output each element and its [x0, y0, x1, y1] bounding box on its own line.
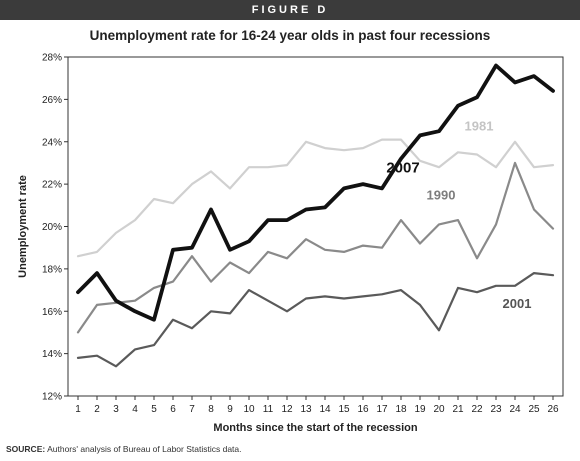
x-tick-label: 2 [94, 404, 100, 415]
x-tick-label: 18 [395, 404, 407, 415]
series-label-1981: 1981 [465, 118, 494, 133]
x-tick-label: 4 [132, 404, 138, 415]
y-tick-label: 26% [42, 95, 62, 106]
series-label-1990: 1990 [427, 187, 456, 202]
x-tick-label: 10 [243, 404, 255, 415]
series-line-1990 [76, 161, 555, 334]
series-line-2007 [76, 63, 555, 322]
series-label-2007: 2007 [386, 160, 419, 177]
series-line-2001 [76, 272, 555, 368]
y-tick-label: 18% [42, 264, 62, 275]
x-tick-label: 7 [189, 404, 195, 415]
y-tick-label: 24% [42, 137, 62, 148]
x-tick-label: 15 [338, 404, 350, 415]
figure-banner: FIGURE D [0, 0, 580, 20]
x-tick-label: 11 [263, 404, 274, 415]
y-tick-label: 12% [42, 392, 62, 403]
x-tick-label: 25 [528, 404, 540, 415]
y-tick-label: 20% [42, 222, 62, 233]
x-tick-label: 12 [281, 404, 293, 415]
y-tick-label: 14% [42, 349, 62, 360]
x-tick-label: 14 [319, 404, 331, 415]
plot-frame [67, 56, 564, 397]
x-tick-label: 22 [471, 404, 483, 415]
source-prefix: SOURCE: [6, 444, 46, 454]
x-tick-label: 23 [490, 404, 502, 415]
y-tick-label: 28% [42, 53, 62, 64]
series-layer [76, 63, 555, 368]
x-tick-label: 9 [227, 404, 233, 415]
x-tick-label: 3 [113, 404, 119, 415]
x-axis-label: Months since the start of the recession [213, 422, 417, 434]
x-tick-label: 17 [376, 404, 388, 415]
source-text: Authors' analysis of Bureau of Labor Sta… [45, 444, 242, 454]
x-tick-label: 20 [433, 404, 445, 415]
x-tick-label: 19 [414, 404, 426, 415]
series-label-layer: 1981 1990 2001 2007 [386, 118, 531, 310]
x-tick-label: 6 [170, 404, 176, 415]
series-line-1981 [76, 138, 555, 258]
x-tick-label: 1 [75, 404, 81, 415]
x-tick-label: 21 [452, 404, 464, 415]
x-tick-label: 13 [300, 404, 312, 415]
x-tick-label: 26 [547, 404, 559, 415]
x-tick-label: 16 [357, 404, 369, 415]
chart-axes: 12%14%16%18%20%22%24%26%28%1 2 3 4 5 6 7 8 9 10 11… [17, 53, 564, 434]
chart-title: Unemployment rate for 16-24 year olds in… [89, 28, 491, 43]
source-note: SOURCE: Authors' analysis of Bureau of L… [6, 444, 242, 454]
x-tick-label: 24 [509, 404, 521, 415]
y-tick-label: 16% [42, 307, 62, 318]
x-tick-label: 8 [208, 404, 214, 415]
x-tick-label: 5 [151, 404, 157, 415]
series-label-2001: 2001 [503, 296, 532, 311]
y-axis-label: Unemployment rate [17, 175, 29, 278]
y-tick-label: 22% [42, 180, 62, 191]
